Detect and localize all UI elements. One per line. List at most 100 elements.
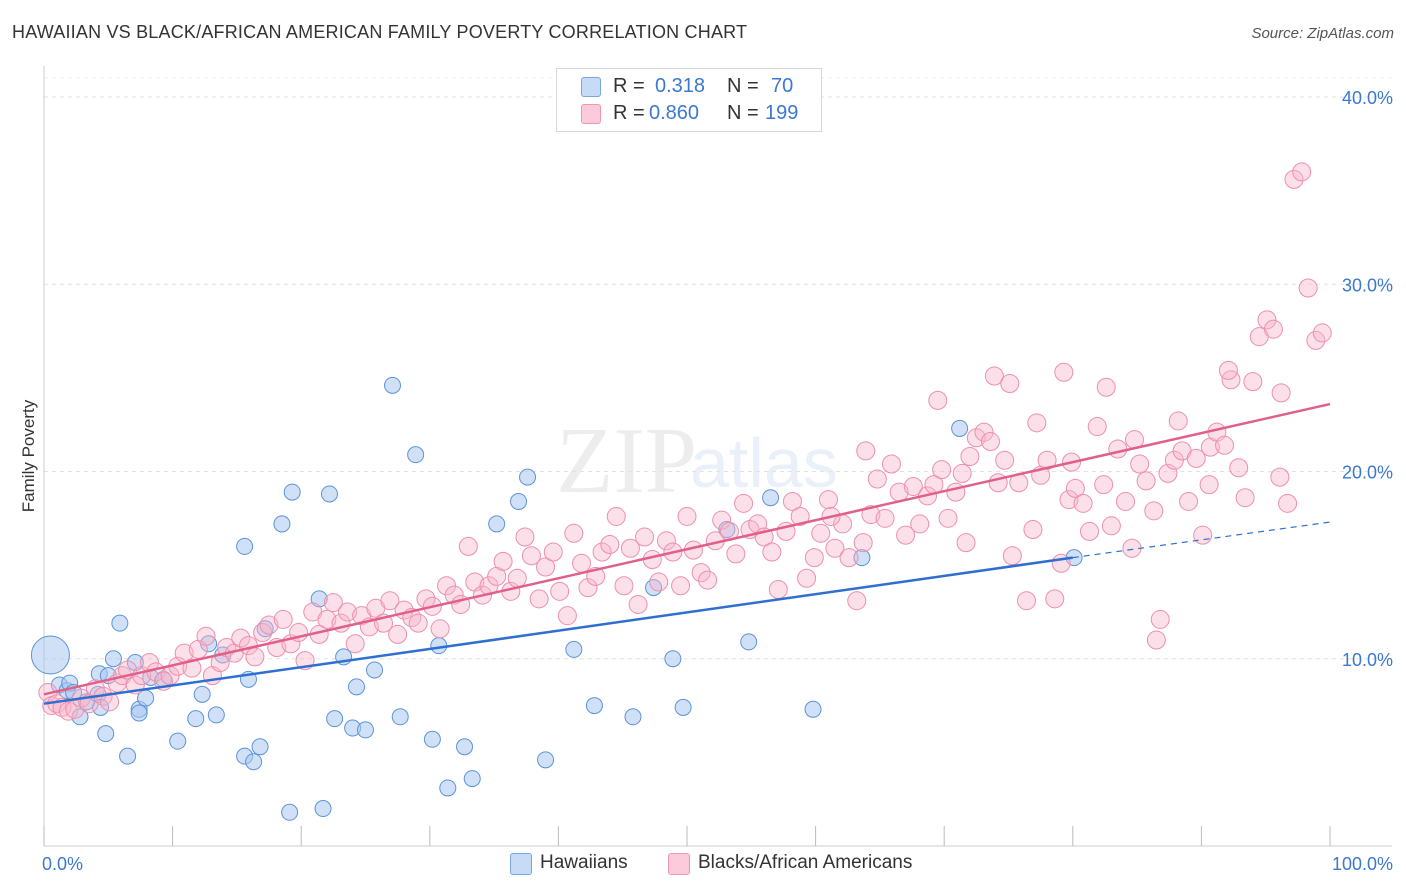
data-point-black xyxy=(712,510,732,530)
legend-swatch-hawaiians xyxy=(581,77,601,97)
data-point-black xyxy=(245,647,265,667)
data-point-black xyxy=(698,570,718,590)
data-point-hawaiian xyxy=(256,620,274,638)
data-point-black xyxy=(1087,417,1107,437)
data-point-hawaiian xyxy=(281,803,299,821)
data-point-black xyxy=(259,615,279,635)
data-point-black xyxy=(606,506,626,526)
data-point-black xyxy=(1096,377,1116,397)
data-point-black xyxy=(273,609,293,629)
data-point-black xyxy=(536,557,556,577)
data-point-black xyxy=(1073,493,1093,513)
y-tick-label: 20.0% xyxy=(1342,463,1393,483)
data-point-black xyxy=(903,476,923,496)
data-point-hawaiian xyxy=(30,635,70,675)
data-point-black xyxy=(628,594,648,614)
watermark: ZIP atlas xyxy=(556,409,838,513)
data-point-black xyxy=(408,613,428,633)
stats-legend: R = 0.318 N = 70 R = 0.860 N = 199 xyxy=(556,68,822,132)
data-point-black xyxy=(856,441,876,461)
legend-swatch-hawaiians xyxy=(510,853,532,875)
trend-line-hawaiians xyxy=(43,556,1073,705)
data-point-hawaiian xyxy=(97,725,115,743)
data-point-black xyxy=(100,692,120,712)
data-point-black xyxy=(1179,491,1199,511)
data-point-black xyxy=(811,523,831,543)
data-point-hawaiian xyxy=(357,721,374,739)
data-point-hawaiian xyxy=(488,515,506,533)
data-point-hawaiian xyxy=(456,738,474,756)
data-point-black xyxy=(635,527,655,547)
data-point-black xyxy=(620,538,640,558)
data-point-black xyxy=(1186,448,1206,468)
r-value: 0.860 xyxy=(649,102,700,124)
data-point-black xyxy=(578,578,598,598)
data-point-hawaiian xyxy=(187,710,205,728)
data-point-black xyxy=(515,527,535,547)
data-point-black xyxy=(182,658,202,678)
data-point-black xyxy=(1312,323,1332,343)
data-point-black xyxy=(671,576,691,596)
data-point-black xyxy=(656,531,676,551)
data-point-hawaiian xyxy=(119,747,137,765)
data-point-black xyxy=(1027,413,1047,433)
data-point-black xyxy=(493,551,513,571)
data-point-black xyxy=(881,454,901,474)
data-point-black xyxy=(782,491,802,511)
data-point-black xyxy=(1000,373,1020,393)
data-point-black xyxy=(980,432,1000,452)
data-point-hawaiian xyxy=(207,706,225,724)
data-point-black xyxy=(1278,493,1298,513)
chart-title: HAWAIIAN VS BLACK/AFRICAN AMERICAN FAMIL… xyxy=(12,22,748,42)
y-axis-label: Family Poverty xyxy=(19,399,38,512)
data-point-hawaiian xyxy=(314,800,332,818)
data-point-black xyxy=(58,701,78,721)
data-point-black xyxy=(1094,475,1114,495)
data-point-black xyxy=(649,572,669,592)
data-point-hawaiian xyxy=(762,489,780,507)
data-point-black xyxy=(677,506,697,526)
data-point-black xyxy=(614,576,634,596)
data-point-black xyxy=(543,542,563,562)
data-point-black xyxy=(337,602,357,622)
data-point-hawaiian xyxy=(283,483,301,501)
data-point-black xyxy=(1037,450,1057,470)
data-point-black xyxy=(1263,319,1283,339)
data-point-hawaiian xyxy=(391,708,409,726)
data-point-black xyxy=(825,538,845,558)
data-point-hawaiian xyxy=(853,549,871,567)
data-point-black xyxy=(804,548,824,568)
n-label: N = xyxy=(727,75,759,97)
trend-lines xyxy=(43,402,1331,705)
data-point-hawaiian xyxy=(624,708,642,726)
data-point-black xyxy=(1292,162,1312,182)
data-point-black xyxy=(253,623,273,643)
data-point-hawaiian xyxy=(804,700,822,718)
data-point-black xyxy=(1270,467,1290,487)
y-tick-label: 40.0% xyxy=(1342,88,1393,108)
data-point-black xyxy=(380,591,400,611)
data-point-black xyxy=(1130,454,1150,474)
data-point-black xyxy=(507,568,527,588)
data-point-black xyxy=(910,514,930,534)
data-point-black xyxy=(1284,169,1304,189)
data-point-black xyxy=(1059,490,1079,510)
data-point-black xyxy=(388,624,408,644)
data-point-hawaiian xyxy=(423,730,441,748)
r-label: R = xyxy=(613,75,645,97)
data-point-black xyxy=(529,589,549,609)
data-point-black xyxy=(557,606,577,626)
data-point-black xyxy=(928,390,948,410)
data-point-black xyxy=(1193,525,1213,545)
data-point-hawaiian xyxy=(510,492,528,510)
data-point-black xyxy=(734,493,754,513)
data-point-black xyxy=(1215,435,1235,455)
data-point-hawaiian xyxy=(519,468,537,486)
data-point-hawaiian xyxy=(104,650,122,668)
y-tick-label: 30.0% xyxy=(1342,275,1393,295)
data-point-black xyxy=(572,553,592,573)
data-point-black xyxy=(1298,278,1318,298)
r-value: 0.318 xyxy=(655,75,706,97)
legend-swatch-blacks xyxy=(668,853,690,875)
